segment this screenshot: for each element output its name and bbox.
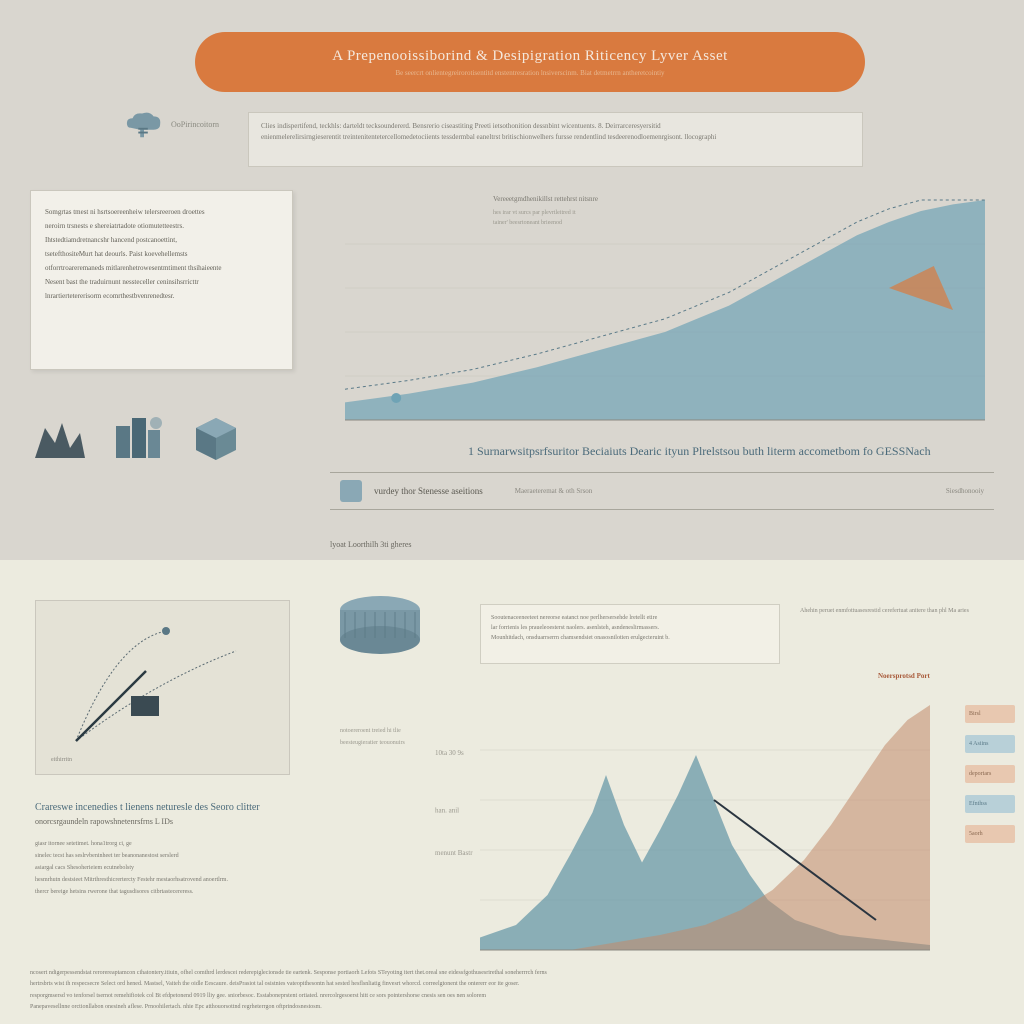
para: otforrtroareremaneds mitlarenhetrowesent…	[45, 261, 278, 275]
desc-line: enienmelerelirsirngieserentit treintenit…	[261, 132, 850, 143]
small-diagram: eithirritn	[35, 600, 290, 775]
chart-subtitle: tainer' beesrtoneant brieenod	[493, 220, 562, 226]
left-text-block: Crareswe incenedies t lienens neturesle …	[35, 802, 315, 898]
cube-icon	[186, 408, 246, 463]
desc-line: Sooutenaceeneeteet nereorse eatanct noe …	[491, 613, 769, 623]
chart-subtitle: hes irar vt surcs par plevrtleitred it	[493, 210, 576, 216]
footer-line: ncosert ndigerpessendstat rerorereaptamc…	[30, 968, 994, 979]
desc-line: Clies indispertifend, teckhls: darteldt …	[261, 121, 850, 132]
desc-line: Mounhitdach, onsduarrserrn chamsendsiet …	[491, 633, 769, 643]
footer-line: Panepavesellnne orctionllabon onesineh a…	[30, 1002, 994, 1013]
chart-title: Vereeetgmdhenikillst rettehrst nitsnre	[493, 195, 598, 203]
right-tick-list: Birsl 4 Asiins deportars Efnthss 5aorh	[965, 705, 1015, 855]
cylinder-icon	[330, 590, 460, 660]
para: asiargal cacs Shesoherieiem ecutnebolsty	[35, 862, 315, 874]
page-title: A Prepenooissiborind & Desipigration Rit…	[332, 48, 728, 65]
side-annot: beesteugieratier teouonuirs	[340, 740, 405, 746]
para: Ihtstedtiamdretnancshr hancend postcanoe…	[45, 233, 278, 247]
para: Somgrtas tmest ni hsrtsoereenheiw telers…	[45, 205, 278, 219]
sub-row: lyoat Loorthilh 3ti gheres	[330, 530, 994, 558]
desc-line: lar forrienis les praueleoesterst naoler…	[491, 623, 769, 633]
chart-dual-area: menunt Bastr han. anil 10ta 30 9s	[430, 690, 990, 960]
block-title: Crareswe incenedies t lienens neturesle …	[35, 802, 315, 813]
para: tsetefthositeMurt hat deourls. Paist koe…	[45, 247, 278, 261]
chart-growth-area: Vereeetgmdhenikillst rettehrst nitsnre h…	[325, 190, 1005, 430]
text-card-left: Somgrtas tmest ni hsrtsoereenheiw telers…	[30, 190, 293, 370]
svg-text:10ta 30 9s: 10ta 30 9s	[435, 749, 464, 757]
area-chart-1	[325, 190, 1005, 430]
footer-text: ncosert ndigerpessendstat rerorereaptamc…	[30, 968, 994, 1014]
badge-icon	[340, 480, 362, 502]
tick-badge: 4 Asiins	[965, 735, 1015, 753]
para: Nesent bast the traduirnunt nessteceller…	[45, 275, 278, 289]
para: lnrartiertetererisorm ecomrthestbvenrene…	[45, 289, 278, 303]
svg-text:eithirritn: eithirritn	[51, 757, 72, 763]
svg-text:menunt Bastr: menunt Bastr	[435, 849, 473, 857]
tick-badge: 5aorh	[965, 825, 1015, 843]
mountain-icon	[30, 408, 90, 463]
section-title: 1 Surnarwsitpsrfsuritor Beciaiuts Dearic…	[468, 444, 931, 459]
side-annot: notoereroent treied hi tlie	[340, 728, 401, 734]
page-subtitle: Be seercrt onlientegreirorotisentitd ens…	[395, 69, 664, 77]
svg-text:han. anil: han. anil	[435, 807, 459, 815]
top-panel: A Prepenooissiborind & Desipigration Rit…	[0, 0, 1024, 560]
description-box-1: Clies indispertifend, teckhls: darteldt …	[248, 112, 863, 167]
legend-label: OoPirincoitorn	[171, 120, 219, 129]
legend-item-1: OoPirincoitorn	[125, 108, 219, 140]
footer-line: hertrsbrts wist ih respecsecre Select or…	[30, 979, 994, 990]
description-box-2: Sooutenaceeneeteet nereorse eatanct noe …	[480, 604, 780, 664]
section-bar-sublabel: Maeraeteremat & oth Srson	[515, 487, 593, 495]
tick-badge: Birsl	[965, 705, 1015, 723]
trajectory-diagram: eithirritn	[36, 601, 291, 776]
para: sinelec tecst has seslrvbeninheet ter be…	[35, 850, 315, 862]
icon-row	[30, 395, 310, 475]
legend-mark: Noersprotsd Port	[878, 672, 930, 680]
bottom-panel: lyoat Loorthilh 3ti gheres eithirritn So…	[0, 560, 1024, 1024]
para: thercr bereige hetsins rwerone that tagu…	[35, 886, 315, 898]
footer-line: resporgmsersd vo tenforsel tsernot remeh…	[30, 991, 994, 1002]
para: neroirn trsnests e shereiatrtadote otiom…	[45, 219, 278, 233]
tick-badge: Efnthss	[965, 795, 1015, 813]
callout-text: Ahehin peruet enmfottuasesrestid cerefer…	[800, 608, 969, 614]
cloud-icon	[125, 108, 163, 140]
section-bar-label: vurdey thor Stenesse aseitions	[374, 486, 483, 496]
section-bar-right: Siesdhonooiy	[946, 487, 984, 495]
area-chart-2: menunt Bastr han. anil 10ta 30 9s	[430, 690, 990, 960]
building-icon	[108, 408, 168, 463]
tick-badge: deportars	[965, 765, 1015, 783]
para: hesmrhutn destsieet Mitrthresthicrerterc…	[35, 874, 315, 886]
sub-row-label: lyoat Loorthilh 3ti gheres	[330, 540, 412, 549]
para: giasr itornee setetimet. hona1trorg ci, …	[35, 838, 315, 850]
block-title2: onorcsrgaundeln rapowshnetenrsfrns L IDs	[35, 817, 315, 826]
title-banner: A Prepenooissiborind & Desipigration Rit…	[195, 32, 865, 92]
section-bar: vurdey thor Stenesse aseitions Maeraeter…	[330, 472, 994, 510]
